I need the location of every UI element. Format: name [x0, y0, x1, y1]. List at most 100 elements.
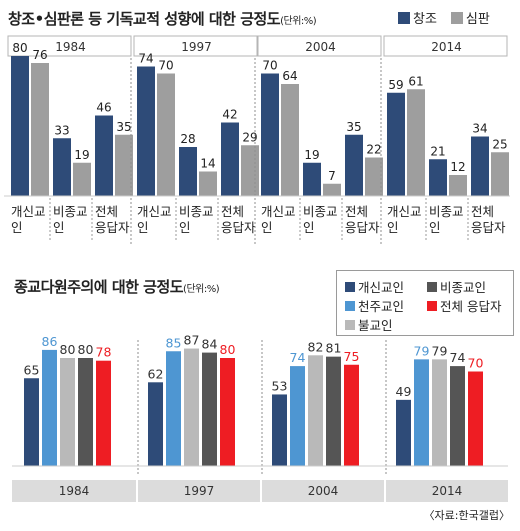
- chart2-bar: [96, 360, 111, 466]
- chart1-year-label: 2004: [305, 40, 336, 54]
- chart2-value-label: 70: [468, 356, 484, 371]
- chart1-value-label: 14: [200, 157, 215, 171]
- legend-swatch-all: [427, 300, 437, 311]
- chart2-value-label: 85: [166, 335, 182, 350]
- chart1-value-label: 28: [180, 132, 195, 146]
- chart2-bar: [220, 358, 235, 466]
- chart1-category-label: 개신교: [137, 204, 172, 219]
- chart1-value-label: 19: [304, 148, 319, 162]
- chart1-year-label: 1997: [181, 40, 212, 54]
- chart2-year-band: [386, 480, 508, 502]
- legend-item-buddhist: 불교인: [345, 315, 393, 334]
- chart1-value-label: 70: [262, 59, 277, 73]
- chart1-bar: [137, 66, 155, 196]
- chart1-bar: [73, 162, 91, 196]
- chart2-bar: [344, 364, 359, 466]
- legend-swatch-nonreligious: [427, 281, 437, 292]
- chart1-value-label: 76: [32, 48, 47, 62]
- chart2-title-text: 종교다원주의에 대한 긍정도: [14, 278, 184, 296]
- chart2-value-label: 75: [344, 349, 360, 364]
- chart2-bar: [308, 355, 323, 466]
- chart1-bar: [387, 92, 405, 196]
- chart2-value-label: 49: [396, 384, 412, 399]
- chart1-category-label: 개신교: [261, 204, 296, 219]
- chart1-value-label: 61: [408, 74, 423, 88]
- chart2-value-label: 74: [290, 350, 306, 365]
- chart1-value-label: 74: [138, 52, 153, 66]
- legend-label-all: 전체 응답자: [440, 299, 502, 314]
- chart2-title: 종교다원주의에 대한 긍정도(단위:%): [14, 276, 220, 297]
- chart1-value-label: 19: [74, 148, 89, 162]
- chart1-value-label: 12: [450, 160, 465, 174]
- legend-label-nonreligious: 비종교인: [440, 280, 487, 295]
- chart1-unit: (단위:%): [280, 16, 317, 27]
- chart2-year-band: [138, 480, 260, 502]
- chart1-year-band: [7, 35, 132, 57]
- chart2-value-label: 82: [308, 339, 324, 354]
- legend-item-nonreligious: 비종교인: [427, 277, 486, 296]
- chart1-category-label: 인: [261, 220, 273, 235]
- chart1-category-label: 개신교: [11, 204, 46, 219]
- legend-item-judgment: 심판: [450, 8, 490, 27]
- chart2-bar: [166, 351, 181, 466]
- legend-swatch-buddhist: [345, 319, 355, 330]
- chart1-year-band: [257, 35, 382, 57]
- chart1-title: 창조•심판론 등 기독교적 성향에 대한 긍정도(단위:%): [8, 8, 317, 29]
- legend-swatch-judgment: [450, 11, 463, 24]
- chart1-value-label: 70: [158, 59, 173, 73]
- legend-swatch-protestant: [345, 281, 355, 292]
- chart1-bar: [179, 147, 197, 196]
- legend-item-protestant: 개신교인: [345, 277, 404, 296]
- chart2-value-label: 53: [272, 378, 288, 393]
- chart1-bar: [449, 175, 467, 196]
- chart1-category-label: 비종교: [179, 204, 214, 219]
- legend-item-creation: 창조: [398, 8, 437, 27]
- chart1-bar: [199, 171, 217, 196]
- chart1-category-label: 응답자: [345, 220, 380, 235]
- chart2-year-band: [12, 480, 136, 502]
- chart1-value-label: 42: [222, 108, 237, 122]
- legend-label-protestant: 개신교인: [358, 280, 405, 295]
- chart2-year-label: 1984: [59, 484, 90, 498]
- chart2-bar: [42, 349, 57, 466]
- chart2-bar: [450, 366, 465, 466]
- legend-item-catholic: 천주교인: [345, 296, 404, 315]
- legend-swatch-catholic: [345, 300, 355, 311]
- chart1-value-label: 46: [96, 101, 111, 115]
- chart1-bar: [95, 115, 113, 196]
- chart2-bar: [148, 382, 163, 466]
- chart2-value-label: 81: [326, 341, 342, 356]
- chart2-bar: [290, 366, 305, 466]
- chart1-category-label: 인: [387, 220, 399, 235]
- chart1-bar: [491, 152, 509, 196]
- chart2-bar: [184, 348, 199, 466]
- chart1-value-label: 59: [388, 78, 403, 92]
- chart1-bar: [157, 73, 175, 196]
- source-note: 〈자료:한국갤럽〉: [423, 509, 510, 522]
- chart1-category-label: 인: [11, 220, 23, 235]
- chart1-category-label: 응답자: [471, 220, 506, 235]
- legend-label-catholic: 천주교인: [358, 299, 405, 314]
- chart1-bar: [471, 136, 489, 196]
- chart1-value-label: 64: [282, 69, 297, 83]
- chart2-year-label: 2004: [308, 484, 339, 498]
- chart1-value-label: 34: [472, 122, 487, 136]
- chart1-bar: [115, 134, 133, 196]
- chart2-bar: [78, 358, 93, 466]
- chart1-year-band: [133, 35, 258, 57]
- legend-item-all: 전체 응답자: [427, 296, 501, 315]
- chart1-value-label: 7: [328, 169, 336, 183]
- chart2-value-label: 79: [414, 343, 430, 358]
- chart1-category-label: 인: [137, 220, 149, 235]
- chart2-value-label: 86: [42, 334, 58, 349]
- legend-label-buddhist: 불교인: [358, 318, 393, 333]
- chart2-value-label: 80: [220, 342, 236, 357]
- chart2-bar: [414, 359, 429, 466]
- chart1-category-label: 비종교: [303, 204, 338, 219]
- chart1-bar: [31, 63, 49, 196]
- chart1-bar: [261, 73, 279, 196]
- chart1-legend: 창조 심판: [398, 8, 490, 27]
- chart1-value-label: 80: [12, 41, 27, 55]
- chart1-bar: [407, 89, 425, 196]
- chart2-value-label: 80: [60, 342, 76, 357]
